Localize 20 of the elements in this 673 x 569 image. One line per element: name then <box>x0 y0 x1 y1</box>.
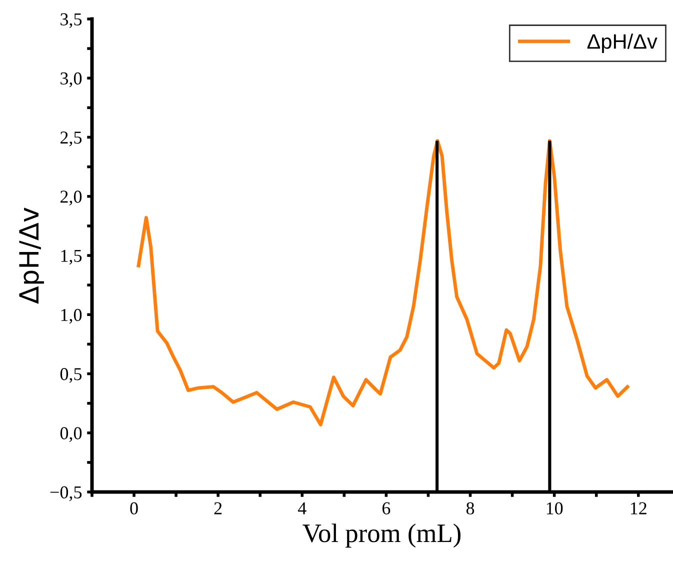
x-tick-label: 2 <box>214 502 222 514</box>
x-tick-label: 4 <box>298 502 306 514</box>
y-axis-title: ΔpH/Δv <box>19 208 44 304</box>
x-tick-label: 8 <box>466 502 474 514</box>
y-tick-label: 2,5 <box>60 132 82 146</box>
legend-label: ΔpH/Δv <box>587 34 658 54</box>
y-tick-label: 1,0 <box>61 308 82 324</box>
y-tick-label: 0,0 <box>60 427 82 442</box>
y-tick-label: 1,5 <box>61 250 82 265</box>
line-series <box>136 139 630 426</box>
x-tick-label: 10 <box>546 502 563 514</box>
y-tick-label: 2,0 <box>60 190 82 206</box>
x-tick-label: 12 <box>630 502 646 514</box>
y-tick-label: −0,5 <box>50 486 82 502</box>
x-tick-label: 0 <box>130 502 138 514</box>
y-tick-label: 3,5 <box>60 13 82 28</box>
x-tick-label: 6 <box>382 502 390 514</box>
y-tick-label: 0,5 <box>60 368 82 383</box>
y-tick-label: 3,0 <box>60 72 82 88</box>
x-axis-title: Vol prom (mL) <box>302 524 460 548</box>
